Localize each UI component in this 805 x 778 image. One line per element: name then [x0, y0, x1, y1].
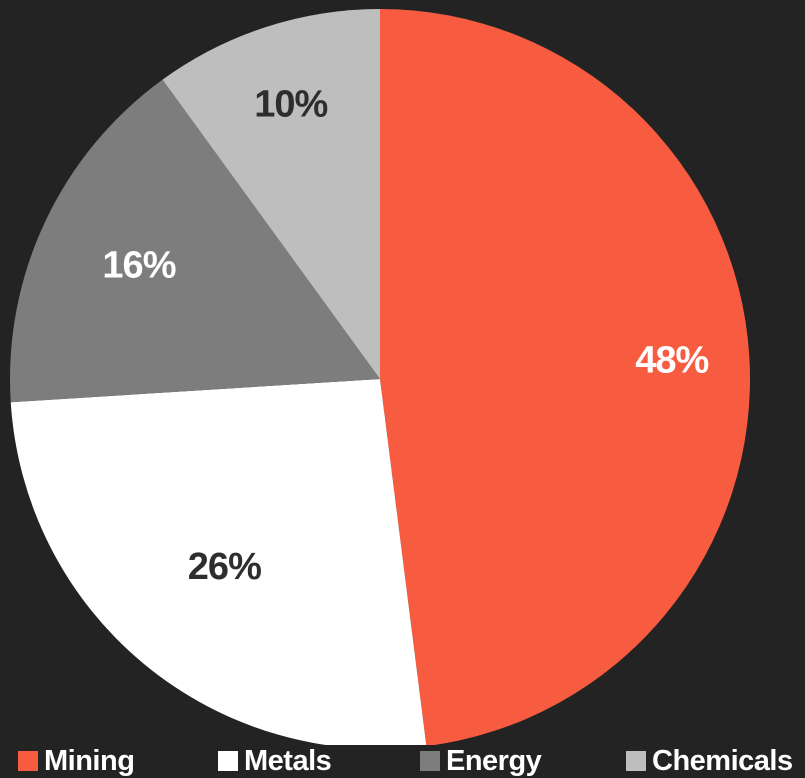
- legend-label-mining: Mining: [44, 744, 135, 777]
- legend-label-energy: Energy: [446, 744, 542, 777]
- legend-item-mining: Mining: [18, 744, 135, 778]
- pie-slices: [10, 9, 750, 745]
- pie-slice-energy: [10, 79, 381, 403]
- legend: Mining Metals Energy Chemicals: [18, 744, 805, 778]
- legend-swatch-chemicals: [626, 751, 646, 771]
- slice-label-metals: 26%: [188, 546, 261, 588]
- legend-item-chemicals: Chemicals: [626, 744, 793, 778]
- pie-slice-chemicals: [162, 9, 380, 379]
- slice-label-chemicals: 10%: [254, 84, 327, 126]
- slice-label-mining: 48%: [635, 340, 708, 382]
- legend-item-energy: Energy: [420, 744, 542, 778]
- pie-slice-mining: [380, 9, 750, 745]
- pie-slice-metals: [10, 379, 427, 745]
- legend-swatch-mining: [18, 751, 38, 771]
- legend-swatch-energy: [420, 751, 440, 771]
- legend-label-metals: Metals: [244, 744, 332, 777]
- slice-label-energy: 16%: [102, 245, 175, 287]
- slice-labels: 48% 26% 16% 10%: [102, 84, 709, 589]
- legend-label-chemicals: Chemicals: [652, 744, 793, 777]
- legend-swatch-metals: [218, 751, 238, 771]
- legend-item-metals: Metals: [218, 744, 332, 778]
- pie-chart: 48% 26% 16% 10%: [10, 9, 750, 745]
